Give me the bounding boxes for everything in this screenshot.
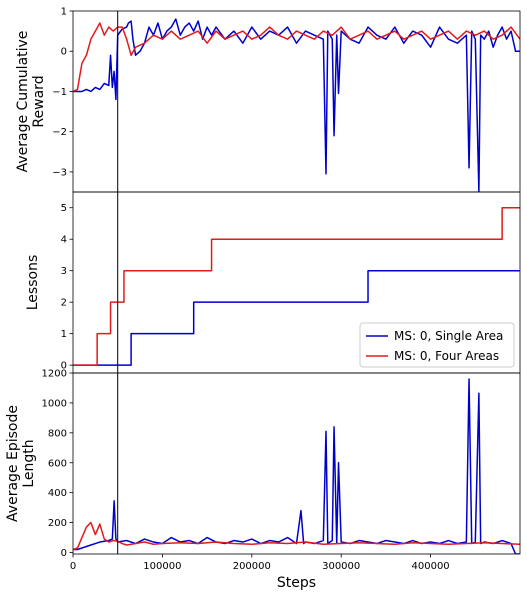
reward-ylabel: Average CumulativeReward xyxy=(15,31,47,173)
length-xtick-label: 200000 xyxy=(233,561,271,572)
lessons-series-ms-0-four-areas xyxy=(73,206,520,366)
length-ytick-label: 1200 xyxy=(42,369,67,380)
length-panel: 0 200 400 600 800 1000 1200 Average EpisodeLen… xyxy=(5,369,521,591)
length-ytick-label: 1000 xyxy=(42,398,67,409)
reward-panel: −3 −2 −1 0 1 Average CumulativeReward xyxy=(15,7,521,193)
length-panel-frame xyxy=(72,372,521,555)
lessons-ytick-label: 0 xyxy=(61,361,67,372)
legend-label-ms-0-single-area: MS: 0, Single Area xyxy=(394,329,503,343)
reward-ytick-label: 0 xyxy=(61,47,67,58)
length-ytick-label: 600 xyxy=(48,458,67,469)
lessons-series-ms-0-single-area xyxy=(73,269,520,366)
legend-label-ms-0-four-areas: MS: 0, Four Areas xyxy=(394,349,499,363)
lessons-ytick-label: 5 xyxy=(61,203,67,214)
length-ytick-label: 0 xyxy=(61,548,67,559)
lessons-ytick-label: 1 xyxy=(61,329,67,340)
reward-ytick-label: 1 xyxy=(61,7,67,18)
legend: MS: 0, Single Area MS: 0, Four Areas xyxy=(359,322,515,368)
reward-ytick-label: −1 xyxy=(52,87,67,98)
length-ytick-label: 800 xyxy=(48,428,67,439)
length-ytick-label: 200 xyxy=(48,518,67,529)
legend-box xyxy=(359,322,515,368)
lessons-ytick-label: 3 xyxy=(61,266,67,277)
length-xlabel: Steps xyxy=(277,575,316,591)
reward-ytick-label: −3 xyxy=(52,167,67,178)
length-series-ms-0-four-areas xyxy=(73,521,520,551)
lessons-ylabel: Lessons xyxy=(25,255,41,311)
length-ytick-label: 400 xyxy=(48,488,67,499)
lessons-ytick-label: 4 xyxy=(61,235,67,246)
length-xtick-label: 100000 xyxy=(143,561,181,572)
length-xtick-label: 300000 xyxy=(322,561,360,572)
length-xtick-label: 400000 xyxy=(412,561,450,572)
length-xtick-label: 0 xyxy=(70,561,76,572)
reward-ytick-label: −2 xyxy=(52,127,67,138)
reward-series-ms-0-four-areas xyxy=(73,22,520,93)
lessons-ytick-label: 2 xyxy=(61,298,67,309)
length-ylabel: Average EpisodeLength xyxy=(5,405,37,522)
